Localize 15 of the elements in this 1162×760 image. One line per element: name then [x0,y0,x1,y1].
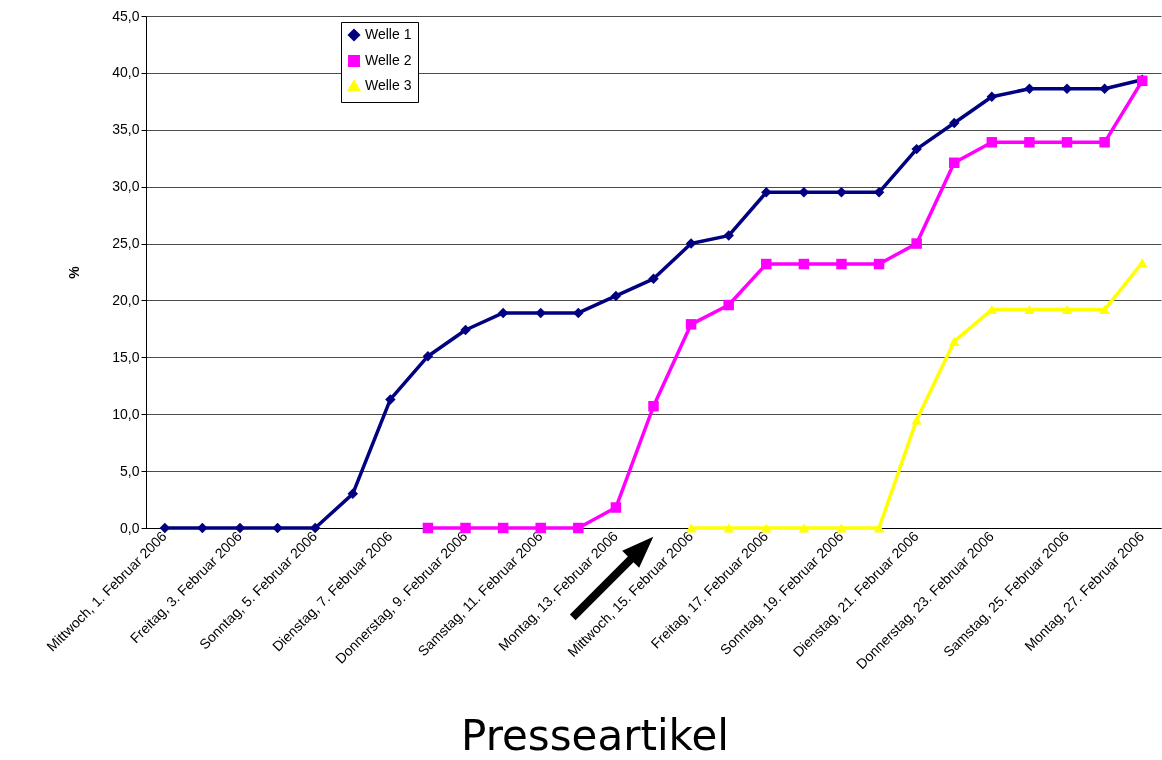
legend-label: Welle 3 [365,77,412,93]
y-tick-label: 30,0 [112,178,140,195]
y-tick-label: 35,0 [112,121,140,138]
y-tick-label: 40,0 [112,64,140,81]
y-tick-label: 10,0 [112,405,140,422]
y-tick-label: 5,0 [120,462,140,479]
text: Presseartikel [460,711,730,760]
y-tick-label: 25,0 [112,235,140,252]
y-axis-title: % [66,265,83,279]
y-tick-label: 45,0 [112,7,140,24]
legend-label: Welle 2 [365,52,412,68]
legend-label: Welle 1 [365,26,412,42]
y-tick-label: 20,0 [112,291,140,308]
y-tick-label: 15,0 [112,348,140,365]
y-tick-label: 0,0 [120,519,140,536]
